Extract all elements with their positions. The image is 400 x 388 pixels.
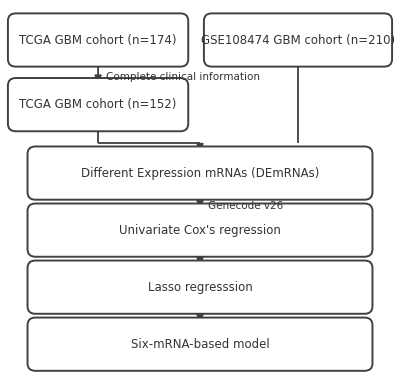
FancyBboxPatch shape <box>8 78 188 131</box>
Text: Six-mRNA-based model: Six-mRNA-based model <box>131 338 269 351</box>
FancyBboxPatch shape <box>28 317 372 371</box>
FancyBboxPatch shape <box>204 14 392 67</box>
Text: Different Expression mRNAs (DEmRNAs): Different Expression mRNAs (DEmRNAs) <box>81 166 319 180</box>
Text: TCGA GBM cohort (n=174): TCGA GBM cohort (n=174) <box>19 33 177 47</box>
Text: Univariate Cox's regression: Univariate Cox's regression <box>119 223 281 237</box>
FancyBboxPatch shape <box>8 14 188 67</box>
FancyBboxPatch shape <box>28 261 372 314</box>
FancyBboxPatch shape <box>28 147 372 200</box>
FancyBboxPatch shape <box>28 203 372 257</box>
Text: Lasso regresssion: Lasso regresssion <box>148 281 252 294</box>
Text: Complete clinical information: Complete clinical information <box>106 72 260 82</box>
Text: GSE108474 GBM cohort (n=210): GSE108474 GBM cohort (n=210) <box>201 33 395 47</box>
Text: Genecode v26: Genecode v26 <box>208 201 283 211</box>
Text: TCGA GBM cohort (n=152): TCGA GBM cohort (n=152) <box>19 98 177 111</box>
